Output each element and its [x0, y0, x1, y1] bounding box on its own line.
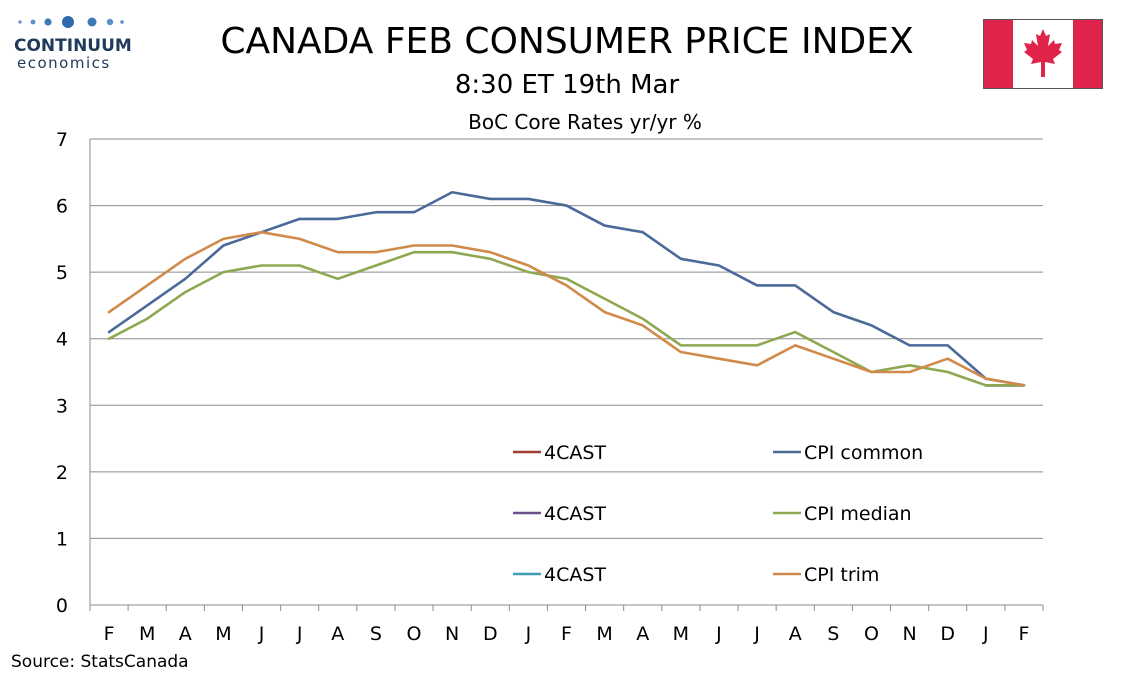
source-note: Source: StatsCanada: [11, 652, 189, 672]
x-tick-label: F: [104, 623, 115, 645]
legend-label: CPI common: [804, 442, 923, 464]
continuum-logo: CONTINUUM economics: [14, 14, 134, 72]
chart-title: BoC Core Rates yr/yr %: [468, 110, 702, 134]
x-tick-label: O: [864, 623, 879, 645]
x-tick-label: S: [370, 623, 382, 645]
y-tick-label: 3: [56, 395, 68, 417]
x-tick-label: J: [753, 623, 760, 645]
x-tick-label: D: [483, 623, 498, 645]
x-tick-label: J: [525, 623, 532, 645]
legend-label: CPI median: [804, 503, 912, 525]
x-tick-label: D: [940, 623, 955, 645]
x-tick-label: J: [982, 623, 989, 645]
legend-label: 4CAST: [544, 564, 606, 586]
y-tick-label: 7: [56, 129, 68, 151]
y-tick-label: 5: [56, 262, 68, 284]
logo-subtitle: economics: [17, 54, 111, 72]
x-tick-label: J: [296, 623, 303, 645]
x-tick-label: A: [179, 623, 192, 645]
x-tick-label: J: [715, 623, 722, 645]
x-tick-label: A: [331, 623, 344, 645]
y-tick-label: 1: [56, 528, 68, 550]
y-tick-label: 0: [56, 595, 68, 617]
x-tick-label: O: [407, 623, 422, 645]
logo-name: CONTINUUM: [14, 36, 132, 56]
x-tick-label: N: [902, 623, 916, 645]
x-tick-label: M: [215, 623, 231, 645]
legend-label: 4CAST: [544, 503, 606, 525]
x-tick-label: F: [561, 623, 572, 645]
x-tick-label: M: [673, 623, 689, 645]
canada-flag-icon: [983, 19, 1103, 89]
y-tick-label: 4: [56, 329, 68, 351]
legend-label: CPI trim: [804, 564, 879, 586]
x-tick-label: A: [636, 623, 649, 645]
series-line-cpi-trim-2: [107, 230, 1026, 387]
x-tick-label: M: [139, 623, 155, 645]
x-tick-label: J: [258, 623, 265, 645]
legend-label: 4CAST: [544, 442, 606, 464]
x-tick-label: S: [827, 623, 839, 645]
page-title: CANADA FEB CONSUMER PRICE INDEX: [220, 21, 914, 62]
page-subtitle: 8:30 ET 19th Mar: [454, 70, 680, 100]
x-tick-label: A: [789, 623, 802, 645]
series-line-cpi-common-0: [107, 190, 1026, 387]
y-tick-label: 6: [56, 196, 68, 218]
x-tick-label: F: [1018, 623, 1029, 645]
logo-dots-icon: [18, 16, 124, 28]
x-tick-label: M: [596, 623, 612, 645]
x-tick-label: N: [445, 623, 459, 645]
y-tick-label: 2: [56, 462, 68, 484]
